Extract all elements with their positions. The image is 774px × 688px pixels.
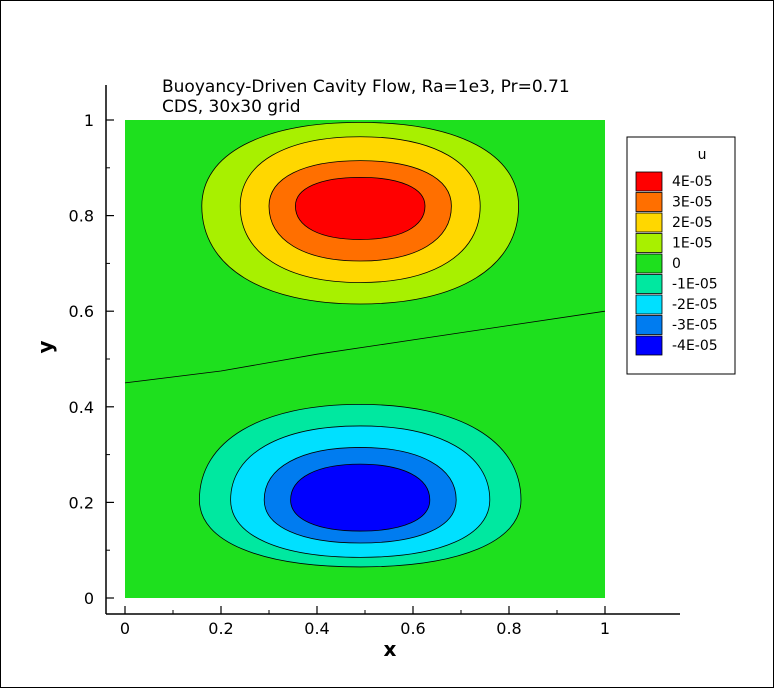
x-tick-label: 0.4	[304, 619, 329, 638]
legend-label: -3E-05	[672, 318, 718, 334]
legend-swatch	[635, 212, 663, 233]
legend-swatch	[635, 335, 663, 356]
legend-label: 3E-05	[672, 195, 713, 211]
x-tick-label: 0	[120, 619, 130, 638]
x-axis-label: x	[384, 637, 397, 661]
legend-swatch	[635, 274, 663, 294]
chart-title-line-2: CDS, 30x30 grid	[162, 97, 301, 117]
legend-label: 0	[672, 256, 681, 272]
contour-field	[124, 120, 606, 598]
y-tick-label: 0.8	[69, 207, 94, 226]
y-tick-label: 0.4	[69, 398, 94, 417]
x-tick-label: 0.6	[400, 619, 425, 638]
legend-items: 4E-05 3E-05 2E-05 1E-05 0 -1E-05 -2E-05 -3E-05 -…	[635, 171, 718, 356]
axis-ticks: 0 0.2 0.4 0.6 0.8 1 0 0.2 0.4 0.6 0.8 1	[69, 111, 611, 638]
legend-swatch	[635, 294, 663, 315]
legend-swatch	[635, 315, 663, 335]
legend-swatch	[635, 192, 663, 212]
legend-label: 2E-05	[672, 215, 713, 231]
legend-swatch	[635, 233, 663, 253]
upper-vortex-contour-4	[294, 176, 426, 240]
chart-title-line-1: Buoyancy-Driven Cavity Flow, Ra=1e3, Pr=…	[162, 77, 570, 97]
x-tick-label: 0.8	[496, 619, 521, 638]
zero-contour-line	[124, 310, 606, 384]
lower-vortex-contour-4	[290, 463, 431, 532]
legend-title: u	[698, 147, 707, 163]
x-tick-label: 0.2	[208, 619, 233, 638]
legend-label: -4E-05	[672, 338, 718, 354]
legend-label: 4E-05	[672, 174, 713, 190]
legend-swatch	[635, 253, 663, 274]
legend-label: 1E-05	[672, 236, 713, 252]
y-tick-label: 0	[84, 589, 94, 608]
legend-label: -1E-05	[672, 277, 718, 293]
y-tick-label: 0.2	[69, 493, 94, 512]
y-axis-label: y	[33, 340, 57, 353]
legend-swatch	[635, 171, 663, 192]
y-tick-label: 1	[84, 111, 94, 130]
y-tick-label: 0.6	[69, 302, 94, 321]
x-tick-label: 1	[600, 619, 610, 638]
legend-label: -2E-05	[672, 297, 718, 313]
